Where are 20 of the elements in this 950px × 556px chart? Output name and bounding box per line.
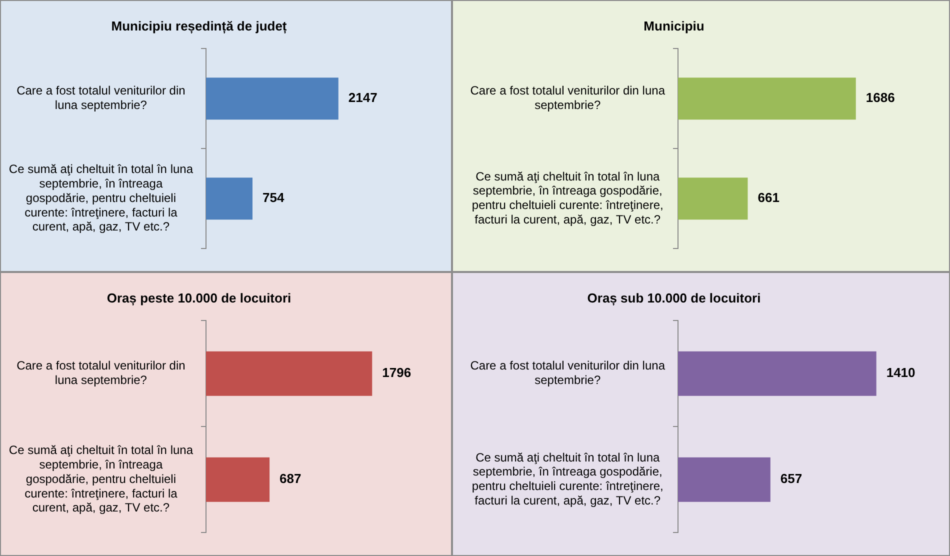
data-label: 754 bbox=[262, 190, 285, 206]
data-label: 2147 bbox=[348, 90, 378, 106]
data-label: 1410 bbox=[886, 365, 916, 380]
chart-title: Municipiu reședință de județ bbox=[111, 18, 288, 34]
y-tick-label: Care a fost totalul veniturilor din luna septembrie? bbox=[470, 84, 666, 112]
data-label: 687 bbox=[280, 471, 302, 486]
chart-title: Municipiu bbox=[644, 18, 704, 34]
data-label: 1796 bbox=[382, 365, 412, 380]
y-tick-label: Care a fost totalul veniturilor din luna septembrie? bbox=[16, 84, 186, 112]
y-tick-label: Ce sumă aţi cheltuit în total în luna septembrie, în întreaga gospodărie, pentru cheltuieli curente: întreţinere, facturi la curent, apă, gaz, TV etc.? bbox=[472, 169, 664, 227]
data-label: 661 bbox=[758, 190, 780, 206]
y-tick-label: Ce sumă aţi cheltuit în total în luna septembrie, în întreaga gospodărie, pentru cheltuieli curente: întreţinere, facturi la curent, apă, gaz, TV etc.? bbox=[8, 162, 194, 234]
y-tick-label: Care a fost totalul veniturilor din luna septembrie? bbox=[470, 358, 666, 388]
data-label: 657 bbox=[780, 471, 802, 486]
y-tick-label: Care a fost totalul veniturilor din luna septembrie? bbox=[16, 358, 186, 388]
y-tick-label: Ce sumă aţi cheltuit în total în luna septembrie, în întreaga gospodărie, pentru cheltuieli curente: întreţinere, facturi la curent, apă, gaz, TV etc.? bbox=[472, 450, 664, 508]
data-label: 1686 bbox=[866, 90, 895, 106]
y-tick-label: Ce sumă aţi cheltuit în total în luna septembrie, în întreaga gospodărie, pentru cheltuieli curente: întreţinere, facturi la curent, apă, gaz, TV etc.? bbox=[8, 443, 194, 515]
chart-title: Oraș sub 10.000 de locuitori bbox=[587, 290, 761, 306]
chart-title: Oraș peste 10.000 de locuitori bbox=[106, 290, 292, 306]
